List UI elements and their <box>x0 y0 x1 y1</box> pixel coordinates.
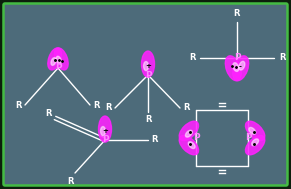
Ellipse shape <box>233 56 249 81</box>
Ellipse shape <box>188 142 195 149</box>
Text: P: P <box>55 64 61 73</box>
Text: R: R <box>15 101 21 109</box>
Text: -: - <box>239 64 242 70</box>
Text: P: P <box>102 136 108 145</box>
Ellipse shape <box>56 56 61 64</box>
Ellipse shape <box>141 51 155 77</box>
Ellipse shape <box>143 62 148 71</box>
Text: +: + <box>102 128 108 134</box>
Text: R: R <box>184 104 190 112</box>
Ellipse shape <box>249 127 256 134</box>
Text: R: R <box>94 101 100 109</box>
Ellipse shape <box>179 121 198 141</box>
Text: R: R <box>279 53 285 63</box>
Text: P: P <box>145 70 151 80</box>
Text: R: R <box>152 136 158 145</box>
Ellipse shape <box>225 56 241 81</box>
Ellipse shape <box>233 63 239 71</box>
Ellipse shape <box>246 136 265 155</box>
Ellipse shape <box>98 116 111 142</box>
Ellipse shape <box>54 48 68 70</box>
Text: +: + <box>145 63 151 69</box>
Ellipse shape <box>239 61 245 70</box>
Text: P: P <box>245 133 251 143</box>
Text: R: R <box>67 177 73 185</box>
Text: R: R <box>145 115 151 125</box>
Ellipse shape <box>185 130 192 137</box>
Text: P: P <box>193 133 199 143</box>
Ellipse shape <box>252 139 259 146</box>
Ellipse shape <box>100 126 105 136</box>
Text: P: P <box>234 53 240 63</box>
Text: R: R <box>105 104 111 112</box>
Text: R: R <box>45 109 51 119</box>
Text: R: R <box>189 53 195 63</box>
Ellipse shape <box>51 58 56 65</box>
Ellipse shape <box>179 136 198 155</box>
Ellipse shape <box>246 121 265 141</box>
Text: R: R <box>234 9 240 19</box>
Ellipse shape <box>48 48 62 70</box>
